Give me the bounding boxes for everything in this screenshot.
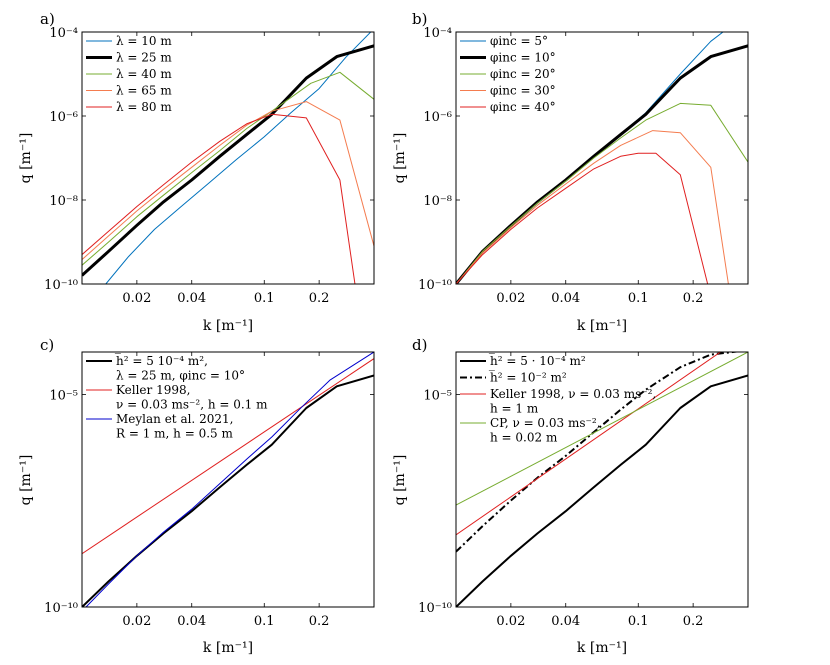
panel-d-legend-label-4: h = 0.02 m — [490, 431, 558, 445]
panel-b-legend-label-3: φinc = 20° — [490, 67, 556, 81]
panel-c: c) 0.02 0.04 0.1 0.2 10⁻¹⁰ 10⁻⁵ h̅² = 5 10⁻⁴ m… — [18, 336, 375, 656]
panel-a-xlabel: k [m⁻¹] — [203, 318, 253, 334]
panel-a-frame — [81, 31, 375, 285]
panel-a-series-3 — [82, 71, 374, 266]
panel-a-xtick-label: 0.2 — [309, 291, 330, 306]
panel-c-plot: 0.02 0.04 0.1 0.2 10⁻¹⁰ 10⁻⁵ h̅² = 5 10⁻⁴ m²,λ… — [44, 351, 375, 629]
panel-c-legend-label-1: h̅² = 5 10⁻⁴ m², — [115, 352, 208, 368]
panel-d-xtick-label: 0.1 — [628, 614, 649, 629]
panel-c-series-3 — [85, 352, 374, 607]
panel-b-series-3 — [456, 102, 748, 284]
panel-d-xtick-label: 0.2 — [683, 614, 704, 629]
panel-d-xlabel: k [m⁻¹] — [577, 640, 627, 656]
panel-a-label: a) — [40, 10, 55, 28]
panel-d-legend-label-4: CP, ν = 0.03 ms⁻², — [490, 416, 600, 430]
panel-c-xtick-label: 0.02 — [122, 614, 151, 629]
panel-c-label: c) — [40, 336, 54, 354]
panel-b-xlabel: k [m⁻¹] — [577, 318, 627, 334]
panel-b-ytick-label: 10⁻⁴ — [423, 26, 452, 41]
panel-d-legend-label-1: h̅² = 5 · 10⁻⁴ m² — [489, 352, 586, 368]
panel-a-series-2 — [82, 44, 374, 277]
panel-c-series-1 — [82, 374, 374, 607]
panel-c-ylabel: q [m⁻¹] — [18, 455, 34, 506]
panel-d-ylabel: q [m⁻¹] — [392, 455, 408, 506]
panel-a-xtick-label: 0.1 — [254, 291, 275, 306]
panel-b: b) 0.02 0.04 0.1 0.2 10⁻¹⁰ 10⁻⁸ 10⁻⁶ 10⁻⁴ φinc =… — [392, 10, 749, 334]
panel-d-label: d) — [412, 336, 427, 354]
panel-c-xlabel: k [m⁻¹] — [203, 640, 253, 656]
panel-c-legend-label-3: Meylan et al. 2021, — [116, 412, 233, 426]
panel-d-series-3 — [456, 352, 722, 536]
panel-c-legend-label-2: Keller 1998, — [116, 383, 190, 397]
panel-a-legend-label-5: λ = 80 m — [116, 100, 172, 114]
panel-a-xtick-label: 0.04 — [177, 291, 206, 306]
panel-d: d) 0.02 0.04 0.1 0.2 10⁻¹⁰ 10⁻⁵ h̅² = 5 · 10⁻⁴… — [392, 336, 749, 656]
panel-d-series-2 — [456, 352, 742, 553]
panel-a-series-5 — [82, 113, 356, 284]
panel-c-xtick-label: 0.1 — [254, 614, 275, 629]
panel-a-series-1 — [105, 32, 372, 284]
panel-c-xtick-label: 0.2 — [309, 614, 330, 629]
panel-d-frame — [455, 351, 749, 608]
panel-a-legend-label-2: λ = 25 m — [116, 51, 172, 65]
panel-c-frame — [81, 351, 375, 608]
panel-a: a) 0.02 0.04 0.1 0.2 10⁻¹⁰ 10⁻⁸ 10⁻⁶ 10⁻⁴ λ = 10… — [18, 10, 375, 334]
panel-d-xtick-label: 0.04 — [551, 614, 580, 629]
panel-c-legend-label-2: ν = 0.03 ms⁻², h = 0.1 m — [116, 398, 268, 412]
panel-b-legend: φinc = 5° φinc = 10° φinc = 20° φinc = 30° φ… — [460, 34, 556, 114]
panel-c-ytick-label: 10⁻⁵ — [49, 389, 78, 404]
panel-b-frame — [455, 31, 749, 285]
panel-b-series-5 — [456, 152, 709, 284]
panel-c-ytick-label: 10⁻¹⁰ — [44, 601, 78, 616]
panel-d-legend-label-2: h̅² = 10⁻² m² — [489, 369, 567, 385]
panel-b-series-4 — [456, 130, 729, 284]
panel-d-xtick-label: 0.02 — [496, 614, 525, 629]
panel-b-legend-label-2: φinc = 10° — [490, 51, 556, 65]
panel-a-ytick-label: 10⁻⁴ — [49, 26, 78, 41]
panel-c-xtick-label: 0.04 — [177, 614, 206, 629]
panel-a-ytick-label: 10⁻⁸ — [49, 194, 78, 209]
panel-a-series-4 — [82, 101, 374, 260]
panel-d-legend-label-3: h = 1 m — [490, 402, 539, 416]
panel-a-xtick-label: 0.02 — [122, 291, 151, 306]
panel-a-legend-label-1: λ = 10 m — [116, 34, 172, 48]
panel-d-legend-label-3: Keller 1998, ν = 0.03 ms⁻², — [490, 387, 656, 401]
panel-b-xtick-label: 0.1 — [628, 291, 649, 306]
panel-b-plot: 0.02 0.04 0.1 0.2 10⁻¹⁰ 10⁻⁸ 10⁻⁶ 10⁻⁴ φinc = 5°… — [418, 26, 749, 306]
panel-b-ytick-label: 10⁻¹⁰ — [418, 278, 452, 293]
panel-b-label: b) — [412, 10, 427, 28]
panel-a-legend: λ = 10 m λ = 25 m λ = 40 m λ = 65 m λ = 80 m — [86, 34, 172, 114]
panel-a-legend-label-3: λ = 40 m — [116, 67, 172, 81]
panel-a-ylabel: q [m⁻¹] — [18, 133, 34, 184]
panel-b-xtick-label: 0.02 — [496, 291, 525, 306]
panel-c-series-2 — [82, 358, 374, 555]
panel-d-plot: 0.02 0.04 0.1 0.2 10⁻¹⁰ 10⁻⁵ h̅² = 5 · 10⁻⁴ m²… — [418, 351, 749, 629]
panel-c-legend-label-1: λ = 25 m, φinc = 10° — [116, 369, 245, 383]
panel-b-xtick-label: 0.2 — [683, 291, 704, 306]
panel-b-legend-label-4: φinc = 30° — [490, 84, 556, 98]
panel-d-legend: h̅² = 5 · 10⁻⁴ m²h̅² = 10⁻² m² Keller 199… — [460, 352, 656, 445]
panel-c-legend-label-3: R = 1 m, h = 0.5 m — [116, 427, 233, 441]
panel-d-series-1 — [456, 374, 748, 607]
panel-a-ytick-label: 10⁻⁶ — [49, 110, 78, 125]
panel-b-ylabel: q [m⁻¹] — [392, 133, 408, 184]
panel-b-legend-label-5: φinc = 40° — [490, 100, 556, 114]
panel-a-legend-label-4: λ = 65 m — [116, 84, 172, 98]
panel-d-ytick-label: 10⁻⁵ — [423, 389, 452, 404]
panel-a-ytick-label: 10⁻¹⁰ — [44, 278, 78, 293]
panel-b-ytick-label: 10⁻⁸ — [423, 194, 452, 209]
panel-d-ytick-label: 10⁻¹⁰ — [418, 601, 452, 616]
panel-b-legend-label-1: φinc = 5° — [490, 34, 548, 48]
panel-b-xtick-label: 0.04 — [551, 291, 580, 306]
panel-d-series-4 — [456, 352, 748, 506]
panel-b-ytick-label: 10⁻⁶ — [423, 110, 452, 125]
panel-c-legend: h̅² = 5 10⁻⁴ m²,λ = 25 m, φinc = 10°Kell… — [86, 352, 268, 441]
